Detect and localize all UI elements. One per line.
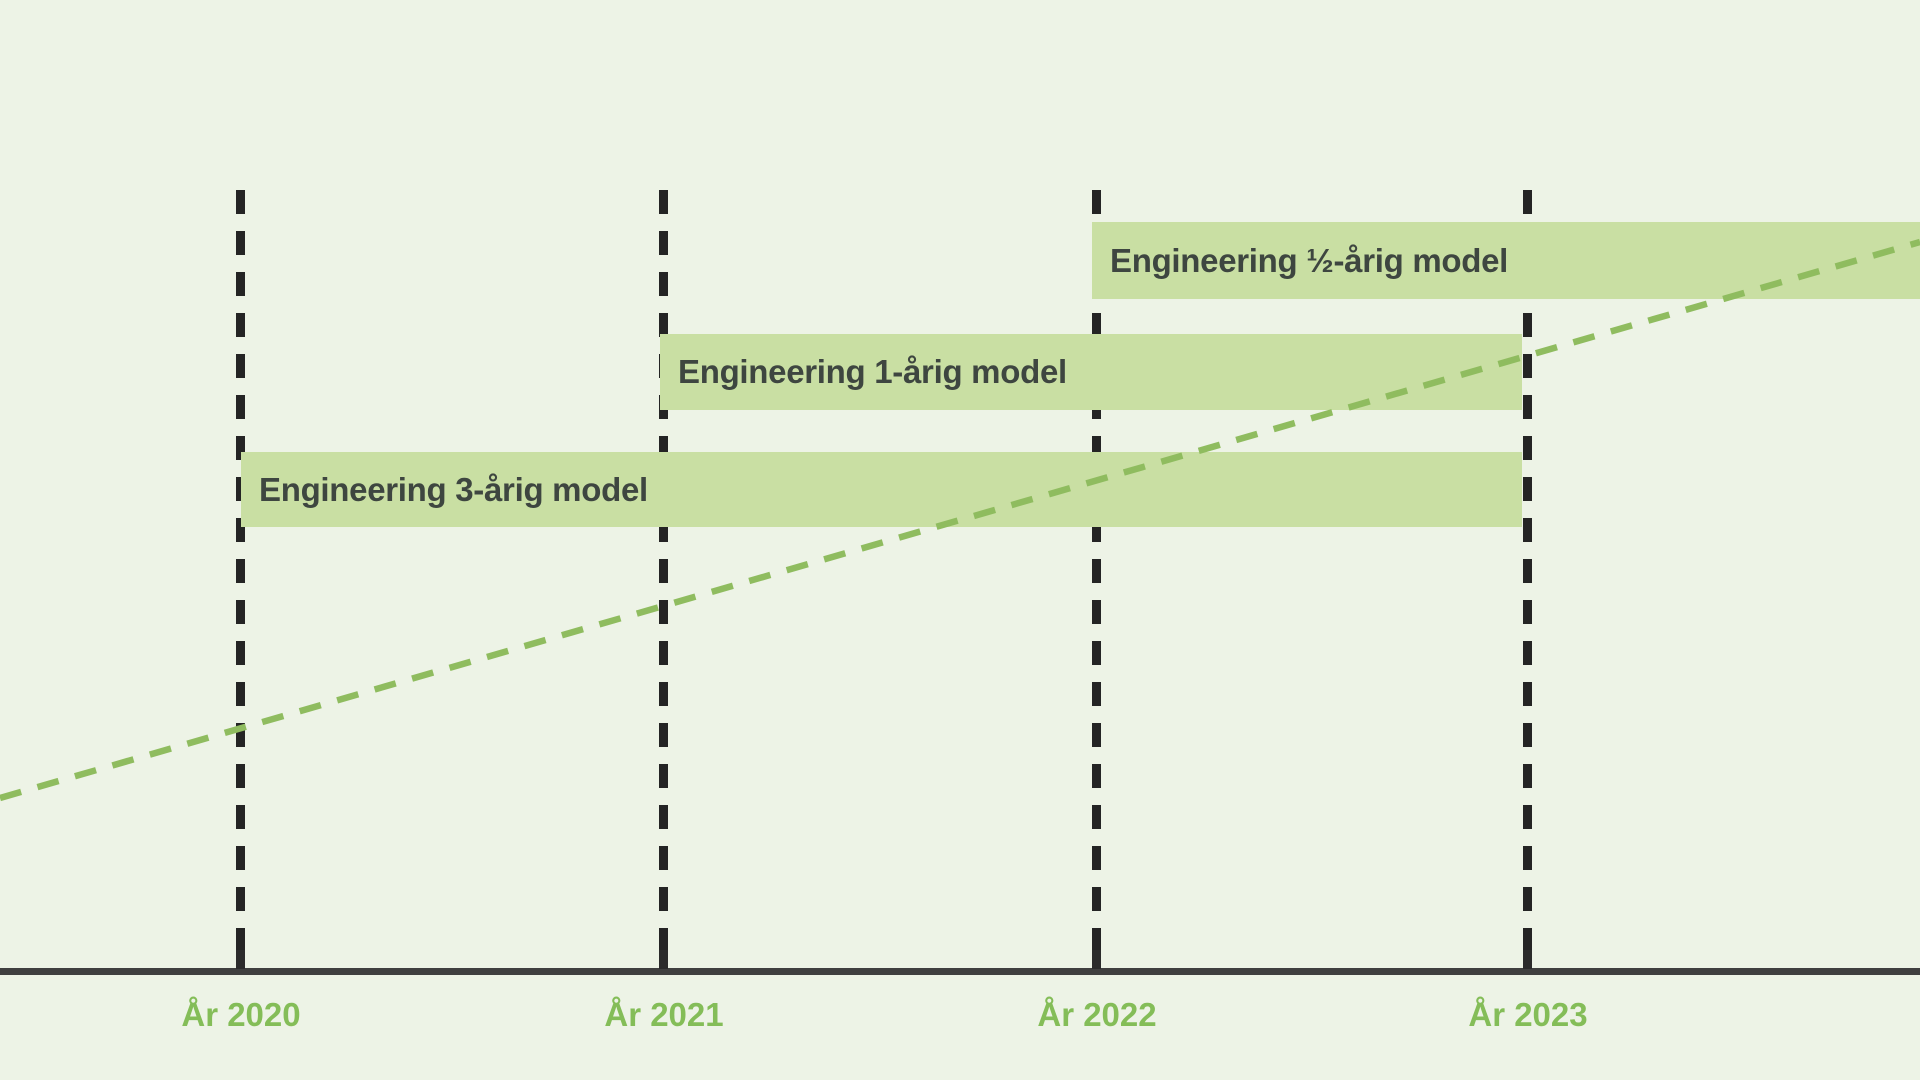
x-axis-tick-2021 bbox=[659, 950, 668, 969]
year-gridline-2020 bbox=[236, 190, 245, 968]
bar-half-year-model: Engineering ½-årig model bbox=[1092, 222, 1920, 299]
x-axis-label-2021: År 2021 bbox=[604, 996, 724, 1033]
x-axis-label-2023: År 2023 bbox=[1468, 996, 1588, 1033]
x-axis-label-2020: År 2020 bbox=[181, 996, 301, 1033]
bar-half-year-model-label: Engineering ½-årig model bbox=[1110, 241, 1509, 279]
bar-one-year-model-label: Engineering 1-årig model bbox=[678, 353, 1067, 390]
x-axis-tick-2022 bbox=[1092, 950, 1101, 969]
x-axis-tick-2020 bbox=[236, 950, 245, 969]
x-axis-label-2022: År 2022 bbox=[1037, 996, 1157, 1033]
bar-one-year-model: Engineering 1-årig model bbox=[660, 334, 1522, 410]
x-axis-tick-2023 bbox=[1523, 950, 1532, 969]
year-gridline-2021 bbox=[659, 190, 668, 968]
year-gridline-2023 bbox=[1523, 190, 1532, 968]
year-gridline-2022 bbox=[1092, 190, 1101, 968]
bar-three-year-model-label: Engineering 3-årig model bbox=[259, 470, 648, 508]
x-axis-line bbox=[0, 968, 1920, 975]
bar-three-year-model: Engineering 3-årig model bbox=[241, 452, 1522, 527]
